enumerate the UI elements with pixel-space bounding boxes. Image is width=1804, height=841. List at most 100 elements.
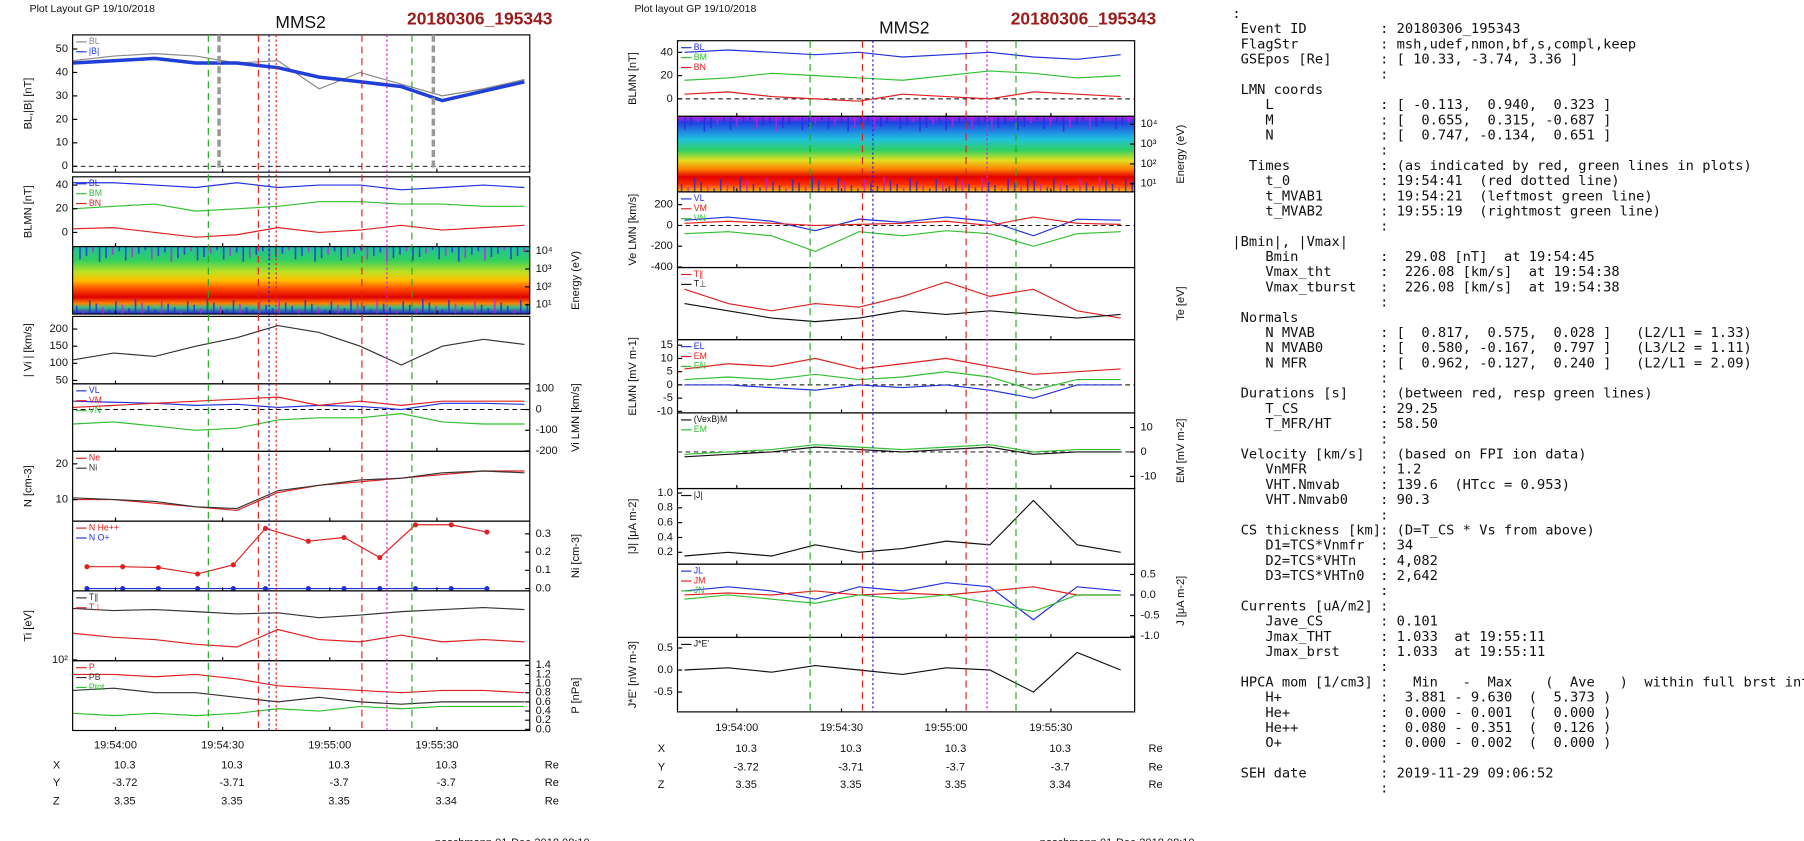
spectrogram-streak — [173, 307, 176, 315]
spectrogram-streak — [1039, 183, 1042, 192]
spectrogram-streak — [457, 246, 460, 262]
spectrogram-streak — [1004, 116, 1006, 125]
data-point — [377, 585, 383, 591]
spectrogram-streak — [154, 309, 156, 315]
spectrogram-streak — [1013, 182, 1016, 192]
series-line — [72, 470, 525, 512]
spectrogram-streak — [935, 179, 938, 192]
row-unit: Re — [1149, 743, 1163, 755]
info-value: : 3.881 - 9.630 ( 5.373 ) — [1380, 690, 1611, 706]
panel: 10¹ 10² 10³ 10⁴ Energy (eV) — [72, 245, 582, 315]
spectrogram-streak — [235, 246, 238, 253]
spectrogram-streak — [889, 180, 892, 192]
spectrogram-streak — [523, 246, 525, 253]
y-tick-label: 0 — [62, 226, 68, 238]
info-label: t_MVAB2 — [1232, 203, 1323, 219]
legend-label: J*E' — [694, 639, 710, 649]
y-tick-label: 10 — [661, 352, 673, 364]
legend-label: BM — [89, 188, 102, 198]
spectrogram-streak — [893, 116, 895, 120]
info-label: D3=TCS*VHTn0 — [1232, 568, 1364, 584]
panel-frame — [72, 246, 531, 315]
info-value: : msh,udef,nmon,bf,s,compl,keep — [1380, 36, 1636, 52]
spectrogram-streak — [72, 246, 75, 251]
y-tick-label: -200 — [651, 240, 673, 252]
spectrogram-streak — [791, 179, 794, 192]
spectrogram-streak — [226, 309, 228, 315]
spectrogram-streak — [1049, 116, 1052, 126]
spectrogram-streak — [968, 183, 970, 192]
spectrogram-streak — [415, 308, 418, 315]
panel-content — [72, 246, 530, 315]
spectrogram-streak — [948, 186, 951, 192]
series-line — [72, 628, 525, 648]
y-tick-label: 0.2 — [536, 714, 551, 726]
spectrogram-streak — [262, 246, 264, 252]
spectrogram-streak — [723, 116, 725, 121]
spectrogram-streak — [1105, 180, 1107, 192]
y-tick-label: 0.2 — [536, 546, 551, 558]
spectrogram-streak — [847, 116, 849, 132]
spectrogram-streak — [961, 180, 964, 192]
panel-content — [72, 53, 530, 167]
data-point — [448, 522, 454, 528]
y-axis-label: EM [mV m-2] — [1175, 419, 1187, 483]
panel-content — [72, 396, 530, 431]
spectrogram-streak — [196, 246, 199, 261]
legend-label: (VexB)M — [694, 414, 727, 424]
spectrogram-streak — [167, 303, 169, 315]
series-line — [72, 324, 525, 366]
spectrogram-streak — [245, 307, 248, 315]
series-line — [684, 651, 1121, 693]
legend-label: T⊥ — [694, 279, 707, 289]
x-tick-label: 19:55:00 — [308, 740, 351, 752]
info-value: : 19:54:21 (leftmost green line) — [1380, 188, 1653, 204]
legend-label: Ptot — [89, 682, 105, 692]
info-label: M — [1232, 112, 1273, 128]
spectrogram-streak — [255, 246, 258, 255]
y-tick-label: 10 — [56, 137, 68, 149]
info-label: Event ID — [1232, 21, 1306, 37]
panel-content — [684, 651, 1121, 693]
spectrogram-streak — [102, 307, 104, 315]
spectrogram-streak — [788, 116, 791, 125]
info-value: : 226.08 [km/s] at 19:54:38 — [1380, 264, 1620, 280]
row-value: -3.72 — [734, 762, 759, 774]
y-axis-label: BL,|B| [nT] — [22, 78, 34, 130]
spectrogram-streak — [1085, 182, 1088, 192]
panel: (VexB)MEM -10 0 10 EM [mV m-2] — [676, 412, 1187, 490]
y-axis-label: J [μA m-2] — [1175, 576, 1187, 626]
info-label: T_MFR/HT — [1232, 416, 1331, 432]
series-line — [684, 586, 1121, 596]
spectrogram-streak — [775, 116, 778, 132]
panel: 50 100 150 200 | Vi | [km/s] — [22, 315, 531, 386]
spectrogram-streak — [1128, 116, 1130, 123]
spectrogram-streak — [677, 116, 680, 120]
spectrogram-streak — [199, 308, 202, 315]
row-value: -3.72 — [112, 777, 137, 789]
y-tick-label: 1.0 — [657, 487, 672, 499]
info-label: |Bmin|, |Vmax| — [1232, 234, 1348, 250]
panel-content — [72, 673, 525, 717]
spectrogram-streak — [778, 184, 781, 192]
info-value: : [ 0.817, 0.575, 0.028 ] (L2/L1 = 1.33) — [1380, 325, 1752, 341]
panel: |J| 0.2 0.4 0.6 0.8 1.0 |J| [μA m-2] — [627, 487, 1136, 565]
footer: paschmann 01-Dec-2018 08:10 — [435, 837, 590, 841]
info-label: VHT.Nmvab — [1232, 477, 1339, 493]
series-line — [72, 182, 525, 191]
row-value: 3.35 — [735, 779, 757, 791]
y-tick-label: 1.2 — [536, 668, 551, 680]
spectrogram-streak — [736, 116, 738, 127]
panel: J*E' -0.5 0.0 0.5 J*E' [nW m-3] — [627, 636, 1136, 713]
spectrogram-streak — [955, 176, 957, 192]
spectrogram-streak — [925, 116, 928, 128]
y-tick-label: 15 — [661, 339, 673, 351]
spectrogram — [72, 246, 530, 315]
x-tick-label: 19:54:30 — [820, 722, 863, 734]
spectrogram-streak — [376, 300, 378, 315]
info-value: : 19:54:41 (red dotted line) — [1380, 173, 1620, 189]
